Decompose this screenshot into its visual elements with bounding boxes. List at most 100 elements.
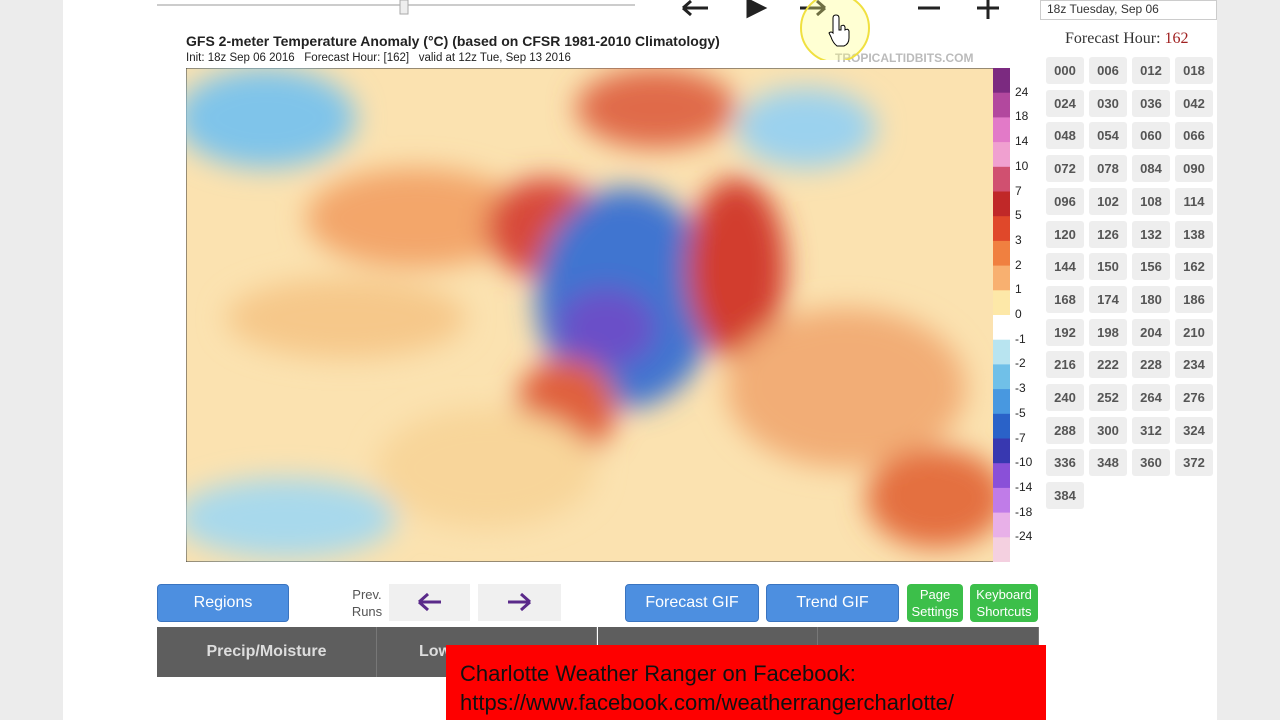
hour-button[interactable]: 372 [1175,449,1213,477]
hour-button[interactable]: 234 [1175,351,1213,379]
colorbar-swatch [993,240,1010,267]
play-button[interactable] [746,0,768,19]
colorbar [993,68,1010,562]
hour-button[interactable]: 024 [1046,89,1084,117]
hour-button[interactable]: 042 [1175,89,1213,117]
hour-button[interactable]: 066 [1175,122,1213,150]
hour-button[interactable]: 300 [1089,416,1127,444]
hour-button[interactable]: 168 [1046,285,1084,313]
colorbar-label: 2 [1015,257,1022,272]
hour-button[interactable]: 198 [1089,318,1127,346]
colorbar-label: -18 [1015,504,1033,519]
colorbar-swatch [993,438,1010,464]
colorbar-swatch [993,142,1010,168]
hour-button[interactable]: 096 [1046,187,1084,215]
colorbar-swatch [993,68,1010,94]
hour-button[interactable]: 114 [1175,187,1213,215]
hour-button[interactable]: 312 [1132,416,1170,444]
cursor [800,0,870,60]
hour-button[interactable]: 180 [1132,285,1170,313]
colorbar-swatch [993,463,1010,489]
hour-button[interactable]: 006 [1089,57,1127,84]
map-title: GFS 2-meter Temperature Anomaly (°C) (ba… [186,33,720,49]
hour-button[interactable]: 252 [1089,384,1127,411]
colorbar-swatch [993,413,1010,439]
colorbar-swatch [993,92,1010,118]
keyboard-shortcuts-button[interactable]: Keyboard Shortcuts [970,584,1038,622]
hour-button[interactable]: 084 [1132,155,1170,183]
hour-button[interactable]: 150 [1089,253,1127,281]
hour-button[interactable]: 144 [1046,253,1084,281]
colorbar-label: 24 [1015,84,1029,99]
hour-button[interactable]: 204 [1132,318,1170,346]
forecast-hour-value: 162 [1164,30,1189,47]
hour-button[interactable]: 240 [1046,384,1084,411]
colorbar-label: 10 [1015,158,1029,173]
colorbar-label: 3 [1015,232,1022,247]
colorbar-swatch [993,290,1010,316]
overlay-line: https://www.facebook.com/weatherrangerch… [460,690,955,715]
colorbar-label: 1 [1015,282,1022,297]
hour-button[interactable]: 000 [1046,57,1084,84]
colorbar-label: -2 [1015,356,1026,371]
hour-button[interactable]: 060 [1132,122,1170,150]
hour-button[interactable]: 018 [1175,57,1213,84]
colorbar-swatch [993,339,1010,365]
hour-button[interactable]: 210 [1175,318,1213,346]
run-select[interactable]: 18z Tuesday, Sep 06 [1040,0,1217,20]
hour-button[interactable]: 048 [1046,122,1084,150]
hour-button[interactable]: 216 [1046,351,1084,379]
hour-button[interactable]: 264 [1132,384,1170,411]
hour-button[interactable]: 222 [1089,351,1127,379]
prev-runs-arrows [389,584,561,621]
hour-button[interactable]: 384 [1046,482,1084,510]
hour-button[interactable]: 186 [1175,285,1213,313]
zoom-in[interactable] [977,0,999,19]
hour-button[interactable]: 138 [1175,220,1213,248]
hour-button[interactable]: 360 [1132,449,1170,477]
hour-button[interactable]: 120 [1046,220,1084,248]
hour-button[interactable]: 126 [1089,220,1127,248]
hour-button[interactable]: 012 [1132,57,1170,84]
page-settings-button[interactable]: Page Settings [907,584,963,622]
hour-button[interactable]: 348 [1089,449,1127,477]
colorbar-label: -24 [1015,529,1033,544]
colorbar-label: -3 [1015,381,1026,396]
hour-button[interactable]: 288 [1046,416,1084,444]
hour-button[interactable]: 228 [1132,351,1170,379]
colorbar-label: 14 [1015,134,1029,149]
hour-button[interactable]: 090 [1175,155,1213,183]
colorbar-label: 0 [1015,307,1022,321]
hour-button[interactable]: 174 [1089,285,1127,313]
hour-button[interactable]: 054 [1089,122,1127,150]
hour-button[interactable]: 072 [1046,155,1084,183]
colorbar-label: -14 [1015,479,1033,494]
hour-button[interactable]: 276 [1175,384,1213,411]
hour-button[interactable]: 336 [1046,449,1084,477]
prev-runs-label: Prev. Runs [351,587,383,619]
colorbar-label: 5 [1015,208,1022,223]
facebook-overlay: Charlotte Weather Ranger on Facebook: ht… [446,645,1046,720]
hour-button[interactable]: 324 [1175,416,1213,444]
next-button[interactable] [800,0,826,17]
hour-button[interactable]: 036 [1132,89,1170,117]
hour-button[interactable]: 078 [1089,155,1127,183]
colorbar-swatch [993,512,1010,538]
hour-button[interactable]: 162 [1175,253,1213,281]
hour-button[interactable]: 156 [1132,253,1170,281]
prev-button[interactable] [682,0,708,17]
colorbar-swatch [993,364,1010,390]
trend-gif-button[interactable]: Trend GIF [766,584,899,622]
colorbar-label: -10 [1015,455,1033,470]
hour-button[interactable]: 030 [1089,89,1127,117]
tab[interactable]: Precip/Moisture [157,627,377,677]
forecast-gif-button[interactable]: Forecast GIF [625,584,759,622]
hour-button[interactable]: 192 [1046,318,1084,346]
colorbar-label: -7 [1015,430,1026,445]
colorbar-label: 18 [1015,109,1029,124]
hour-button[interactable]: 132 [1132,220,1170,248]
regions-button[interactable]: Regions [157,584,289,622]
hour-button[interactable]: 102 [1089,187,1127,215]
hour-button[interactable]: 108 [1132,187,1170,215]
